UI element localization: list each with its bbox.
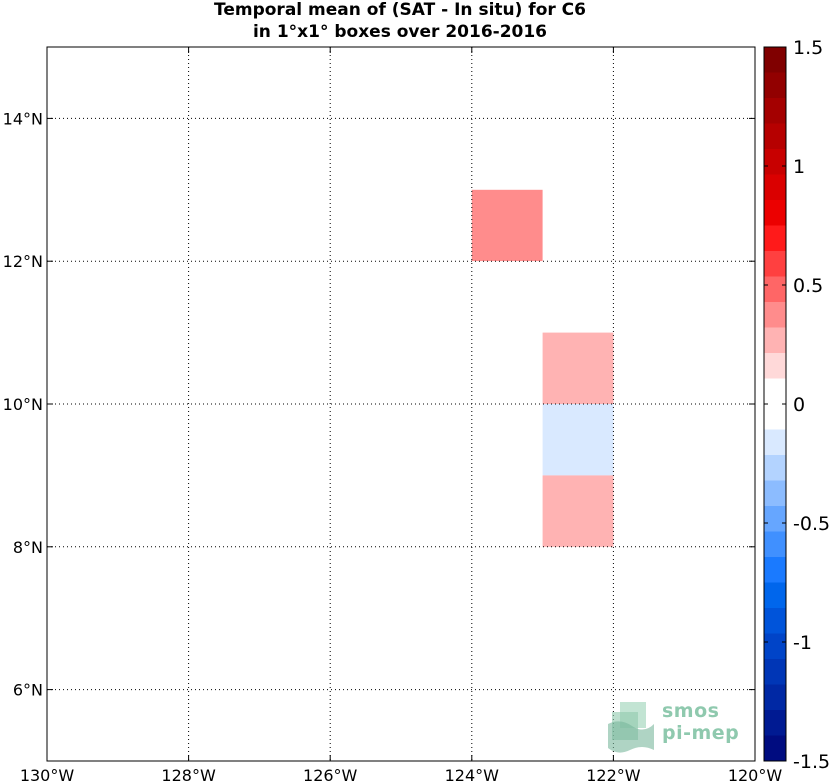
heatmap-cell bbox=[542, 404, 614, 476]
colorbar-tick-label: 0.5 bbox=[793, 275, 823, 297]
colorbar-tick-label: 1.5 bbox=[793, 37, 823, 59]
colorbar-segment bbox=[764, 506, 786, 532]
colorbar-tick-label: 1 bbox=[793, 156, 805, 178]
x-tick-label: 122°W bbox=[586, 766, 641, 784]
y-tick-label: 10°N bbox=[3, 395, 43, 414]
x-tick-label: 126°W bbox=[303, 766, 358, 784]
colorbar-segment bbox=[764, 480, 786, 507]
heatmap-cell bbox=[471, 189, 543, 262]
colorbar-segment bbox=[764, 98, 786, 124]
x-tick-label: 130°W bbox=[20, 766, 75, 784]
colorbar-segment bbox=[764, 276, 786, 303]
colorbar-segment bbox=[764, 633, 786, 660]
colorbar-segment bbox=[764, 710, 786, 736]
colorbar-segment bbox=[764, 327, 786, 354]
y-axis: 6°N 8°N 10°N 12°N 14°N bbox=[3, 109, 755, 700]
x-tick-label: 128°W bbox=[161, 766, 216, 784]
colorbar-segment bbox=[764, 251, 786, 277]
colorbar-segment bbox=[764, 225, 786, 252]
colorbar-segment bbox=[764, 149, 786, 175]
colorbar-segment bbox=[764, 302, 786, 328]
colorbar-segment bbox=[764, 735, 786, 762]
colorbar-segment bbox=[764, 429, 786, 456]
colorbar-segment bbox=[764, 404, 786, 430]
colorbar-segment bbox=[764, 659, 786, 685]
y-tick-label: 6°N bbox=[13, 681, 43, 700]
y-tick-label: 12°N bbox=[3, 252, 43, 271]
colorbar-segment bbox=[764, 455, 786, 481]
logo-icon bbox=[608, 702, 654, 753]
heatmap-cell bbox=[401, 475, 472, 547]
heatmap-cell bbox=[330, 404, 472, 476]
x-tick-label: 120°W bbox=[728, 766, 783, 784]
x-tick-label: 124°W bbox=[445, 766, 500, 784]
colorbar-segment bbox=[764, 47, 786, 73]
colorbar-segment bbox=[764, 684, 786, 711]
y-tick-label: 14°N bbox=[3, 109, 43, 128]
x-axis: 130°W 128°W 126°W 124°W 122°W 120°W bbox=[20, 47, 783, 784]
heatmap-cell bbox=[542, 475, 614, 547]
colorbar-tick-label: -1 bbox=[793, 632, 812, 654]
colorbar-segment bbox=[764, 72, 786, 99]
colorbar: 1.5 1 0.5 0 -0.5 -1 -1.5 bbox=[763, 37, 830, 773]
colorbar-segment bbox=[764, 582, 786, 609]
heatmap-cells bbox=[330, 189, 614, 547]
colorbar-segment bbox=[764, 200, 786, 226]
colorbar-segment bbox=[764, 378, 786, 405]
grid-lines bbox=[47, 47, 755, 761]
logo-line1: smos bbox=[662, 700, 720, 722]
colorbar-segment bbox=[764, 608, 786, 634]
y-tick-label: 8°N bbox=[13, 538, 43, 557]
logo-line2: pi-mep bbox=[662, 722, 740, 744]
colorbar-tick-label: 0 bbox=[793, 394, 805, 416]
heatmap-cell bbox=[471, 261, 543, 333]
colorbar-tick-label: -1.5 bbox=[793, 751, 830, 773]
chart-subtitle: in 1°x1° boxes over 2016-2016 bbox=[252, 22, 548, 42]
smos-pi-mep-logo: smos pi-mep bbox=[606, 698, 746, 754]
colorbar-segment bbox=[764, 557, 786, 583]
colorbar-segment bbox=[764, 531, 786, 558]
colorbar-tick-label: -0.5 bbox=[793, 513, 830, 535]
colorbar-segment bbox=[764, 123, 786, 150]
colorbar-segment bbox=[764, 353, 786, 379]
colorbar-segment bbox=[764, 174, 786, 201]
chart-title: Temporal mean of (SAT - In situ) for C6 bbox=[214, 0, 586, 20]
heatmap-cell bbox=[542, 332, 614, 404]
